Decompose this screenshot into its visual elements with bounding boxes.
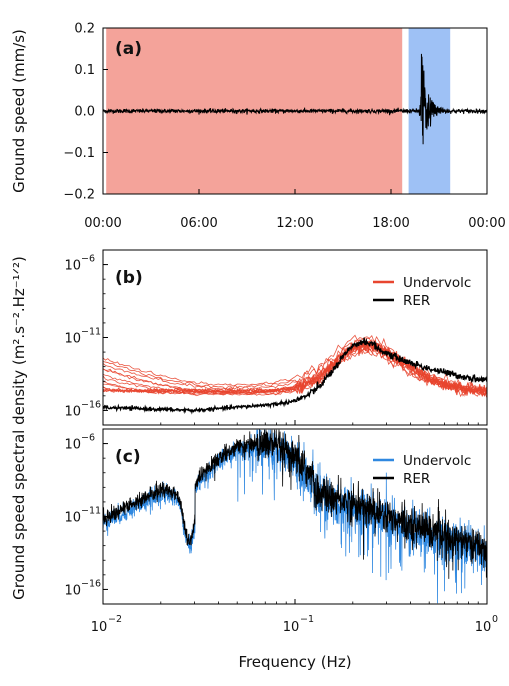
y-tick-label-a: 0.1 xyxy=(74,63,95,78)
y-tick-label-c: 10 xyxy=(64,583,81,598)
x-tick-label-c: 10 xyxy=(91,620,108,635)
x-tick-exponent-c: −1 xyxy=(300,614,314,625)
x-tick-label-a: 00:00 xyxy=(84,216,121,231)
legend-label-rer-c: RER xyxy=(403,471,430,487)
panel-c-series xyxy=(102,429,488,604)
y-tick-exponent-b: −16 xyxy=(81,399,101,410)
panel-b-legend: Undervolc RER xyxy=(373,275,471,309)
panel-label-a: (a) xyxy=(115,39,142,59)
panel-a-x-ticks: 00:00 06:00 12:00 18:00 00:00 xyxy=(84,189,506,231)
y-tick-label-a: 0.0 xyxy=(74,105,95,120)
y-tick-label-b: 10 xyxy=(64,259,81,274)
y-tick-exponent-c: −6 xyxy=(81,433,95,444)
spectrum-undervolc-b-8 xyxy=(102,340,488,396)
spectrum-rer-b xyxy=(102,337,488,415)
y-tick-label-a: −0.2 xyxy=(63,188,95,203)
y-tick-exponent-c: −16 xyxy=(81,578,101,589)
panel-c-legend: Undervolc RER xyxy=(373,453,471,487)
y-tick-label-c: 10 xyxy=(64,438,81,453)
spectrum-undervolc-b-9 xyxy=(102,339,488,393)
panel-a-y-ticks: 0.2 0.1 0.0 −0.1 −0.2 xyxy=(63,22,108,203)
spectrum-undervolc-b-10 xyxy=(102,337,488,394)
panel-a: (a) 0.2 0.1 0.0 −0.1 −0.2 00:00 06:00 12:00 18:… xyxy=(10,22,506,232)
y-tick-exponent-b: −6 xyxy=(81,254,95,265)
x-tick-label-c: 10 xyxy=(475,620,492,635)
y-tick-exponent-c: −11 xyxy=(81,506,101,517)
y-tick-label-a: 0.2 xyxy=(74,22,95,37)
ground-speed-trace xyxy=(102,53,488,145)
x-tick-label-a: 12:00 xyxy=(276,216,313,231)
spectrum-undervolc-b-6 xyxy=(102,344,488,399)
y-tick-label-b: 10 xyxy=(64,332,81,347)
y-axis-label-spectral: Ground speed spectral density (m².s⁻².Hz… xyxy=(10,256,28,600)
legend-label-undervolc-b: Undervolc xyxy=(403,275,471,291)
y-tick-label-a: −0.1 xyxy=(63,146,95,161)
x-tick-label-c: 10 xyxy=(283,620,300,635)
x-tick-label-a: 18:00 xyxy=(372,216,409,231)
panel-b-series xyxy=(102,334,488,415)
legend-label-rer-b: RER xyxy=(403,293,430,309)
panel-b-x-ticks xyxy=(102,420,488,425)
spectrum-rer-c xyxy=(102,429,488,579)
y-axis-label-a: Ground speed (mm/s) xyxy=(10,29,28,193)
y-tick-label-c: 10 xyxy=(64,511,81,526)
panel-label-c: (c) xyxy=(115,447,141,467)
panel-label-b: (b) xyxy=(115,268,143,288)
legend-label-undervolc-c: Undervolc xyxy=(403,453,471,469)
x-tick-label-a: 00:00 xyxy=(468,216,505,231)
x-axis-label: Frequency (Hz) xyxy=(238,653,351,671)
y-tick-label-b: 10 xyxy=(64,404,81,419)
x-tick-exponent-c: 0 xyxy=(492,614,498,625)
x-tick-exponent-c: −2 xyxy=(108,614,122,625)
y-tick-exponent-b: −11 xyxy=(81,327,101,338)
x-tick-label-a: 06:00 xyxy=(180,216,217,231)
